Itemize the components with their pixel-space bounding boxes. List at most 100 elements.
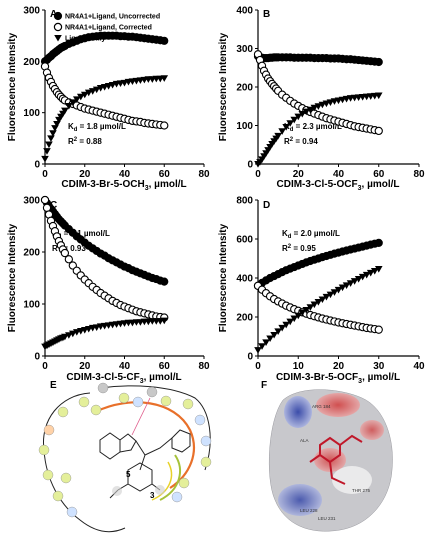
y-tick-label: 100 [23, 300, 40, 311]
x-tick-label: 80 [198, 169, 210, 180]
x-tick-label: 0 [255, 361, 261, 372]
residue-bubble [195, 415, 205, 425]
r2-annotation: R2 = 0.95 [282, 244, 316, 253]
residue-bubble [179, 478, 189, 488]
data-point [375, 239, 382, 246]
x-tick-label: 10 [293, 361, 305, 372]
y-tick-label: 200 [23, 57, 40, 68]
data-point [41, 196, 48, 203]
x-axis-label: CDIM-3-Br-5-OCF3, µmol/L [276, 372, 400, 385]
kd-annotation: Kd = 1.8 µmol/L [68, 122, 126, 133]
residue-label-leu231: LEU 231 [318, 516, 336, 521]
legend-marker-corrected [54, 23, 61, 30]
panel-letter-f: F [261, 380, 267, 391]
x-tick-label: 20 [333, 361, 345, 372]
y-tick-label: 300 [23, 6, 40, 17]
data-point [43, 204, 50, 211]
x-axis-label: CDIM-3-Cl-5-OCF3, µmol/L [277, 179, 400, 192]
data-point [375, 127, 382, 134]
y-tick-label: 300 [236, 44, 253, 55]
y-axis-label: Fluorescence Intensity [7, 223, 18, 332]
residue-label-thr275: THR 275 [352, 488, 371, 493]
x-tick-label: 0 [42, 169, 48, 180]
residue-bubble [119, 393, 129, 403]
legend-marker-ligand-only [54, 35, 62, 42]
legend-marker-uncorrected [54, 12, 61, 19]
residue-label-ala: ALA [300, 438, 309, 443]
data-point [375, 58, 382, 65]
y-tick-label: 400 [236, 274, 253, 285]
y-tick-label: 800 [236, 196, 253, 207]
residue-bubble [98, 383, 108, 393]
r2-annotation: R2 = 0.88 [68, 137, 102, 146]
residue-bubble [79, 397, 89, 407]
residue-bubble [161, 396, 171, 406]
y-tick-label: 200 [23, 248, 40, 259]
data-point [45, 141, 53, 148]
residue-bubble [172, 492, 182, 502]
y-axis-label: Fluorescence Intensity [218, 32, 229, 141]
y-tick-label: 300 [23, 196, 40, 207]
data-point [161, 278, 168, 285]
panel-letter: B [263, 9, 270, 20]
x-tick-label: 20 [79, 361, 91, 372]
y-tick-label: 600 [236, 235, 253, 246]
residue-bubble [91, 405, 101, 415]
y-tick-label: 100 [23, 108, 40, 119]
ligand-atom-halo-1 [112, 486, 122, 496]
chart-panel-d: 0102030400200400600800CDIM-3-Br-5-OCF3, … [218, 196, 425, 386]
x-tick-label: 60 [159, 361, 171, 372]
data-point [254, 347, 262, 354]
residue-bubble [43, 470, 53, 480]
residue-bubble [61, 473, 71, 483]
series-filled-triangle-down [41, 75, 168, 162]
y-tick-label: 0 [247, 352, 253, 363]
y-tick-label: 200 [236, 313, 253, 324]
x-tick-label: 40 [119, 361, 131, 372]
x-axis-label: CDIM-3-Cl-5-CF3, µmol/L [66, 372, 181, 385]
y-tick-label: 0 [247, 160, 253, 171]
r2-annotation: R2 = 0.94 [284, 137, 318, 146]
residue-bubble [147, 387, 157, 397]
kd-annotation: Kd = 2.0 µmol/L [282, 229, 340, 240]
surface-blue-patch-top [284, 396, 312, 428]
y-tick-label: 0 [34, 160, 40, 171]
x-tick-label: 30 [373, 361, 385, 372]
y-axis-label: Fluorescence Intensity [218, 223, 229, 332]
residue-bubble [53, 491, 63, 501]
chart-panel-c: 0204060800100200300CDIM-3-Cl-5-CF3, µmol… [7, 196, 210, 386]
y-tick-label: 400 [236, 6, 253, 17]
y-tick-label: 200 [236, 83, 253, 94]
data-point [41, 156, 49, 163]
ligand-atom-halo-2 [155, 485, 165, 495]
x-tick-label: 80 [198, 361, 210, 372]
residue-bubble [67, 507, 77, 517]
y-tick-label: 100 [236, 121, 253, 132]
residue-label-leu228: LEU 228 [300, 508, 318, 513]
residue-bubble [58, 407, 68, 417]
series-filled-circle [254, 53, 382, 66]
residue-bubble [44, 425, 54, 435]
chart-panel-b: 0204060800100200300400CDIM-3-Cl-5-OCF3, … [218, 6, 425, 193]
legend-label-uncorrected: NR4A1+Ligand, Uncorrected [65, 14, 160, 21]
backbone-trace [43, 393, 125, 532]
atom-label-5: 5 [126, 470, 131, 479]
residue-bubble [201, 436, 211, 446]
x-axis-label: CDIM-3-Br-5-OCH3, µmol/L [61, 179, 186, 192]
x-tick-label: 0 [255, 169, 261, 180]
data-point [43, 148, 51, 155]
residue-bubble [183, 399, 193, 409]
y-tick-label: 0 [34, 352, 40, 363]
legend-label-corrected: NR4A1+Ligand, Corrected [65, 25, 152, 32]
series-open-circle [254, 282, 382, 333]
x-tick-label: 40 [413, 361, 425, 372]
surface-red-patch-right [360, 420, 384, 440]
data-point [47, 135, 55, 142]
residue-bubble [201, 457, 211, 467]
residue-bubble [133, 397, 143, 407]
legend-label-ligand-only: Ligand Only [65, 36, 106, 43]
x-tick-label: 80 [413, 169, 425, 180]
data-point [161, 37, 168, 44]
panel-letter-e: E [50, 380, 57, 391]
